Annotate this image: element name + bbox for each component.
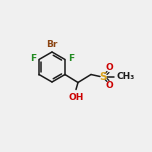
Text: OH: OH — [68, 93, 84, 102]
Text: O: O — [105, 81, 113, 90]
Text: CH₃: CH₃ — [117, 72, 135, 81]
Text: F: F — [68, 54, 74, 63]
Text: Br: Br — [46, 40, 58, 49]
Text: O: O — [105, 63, 113, 72]
Text: S: S — [99, 71, 107, 81]
Text: F: F — [30, 54, 36, 63]
